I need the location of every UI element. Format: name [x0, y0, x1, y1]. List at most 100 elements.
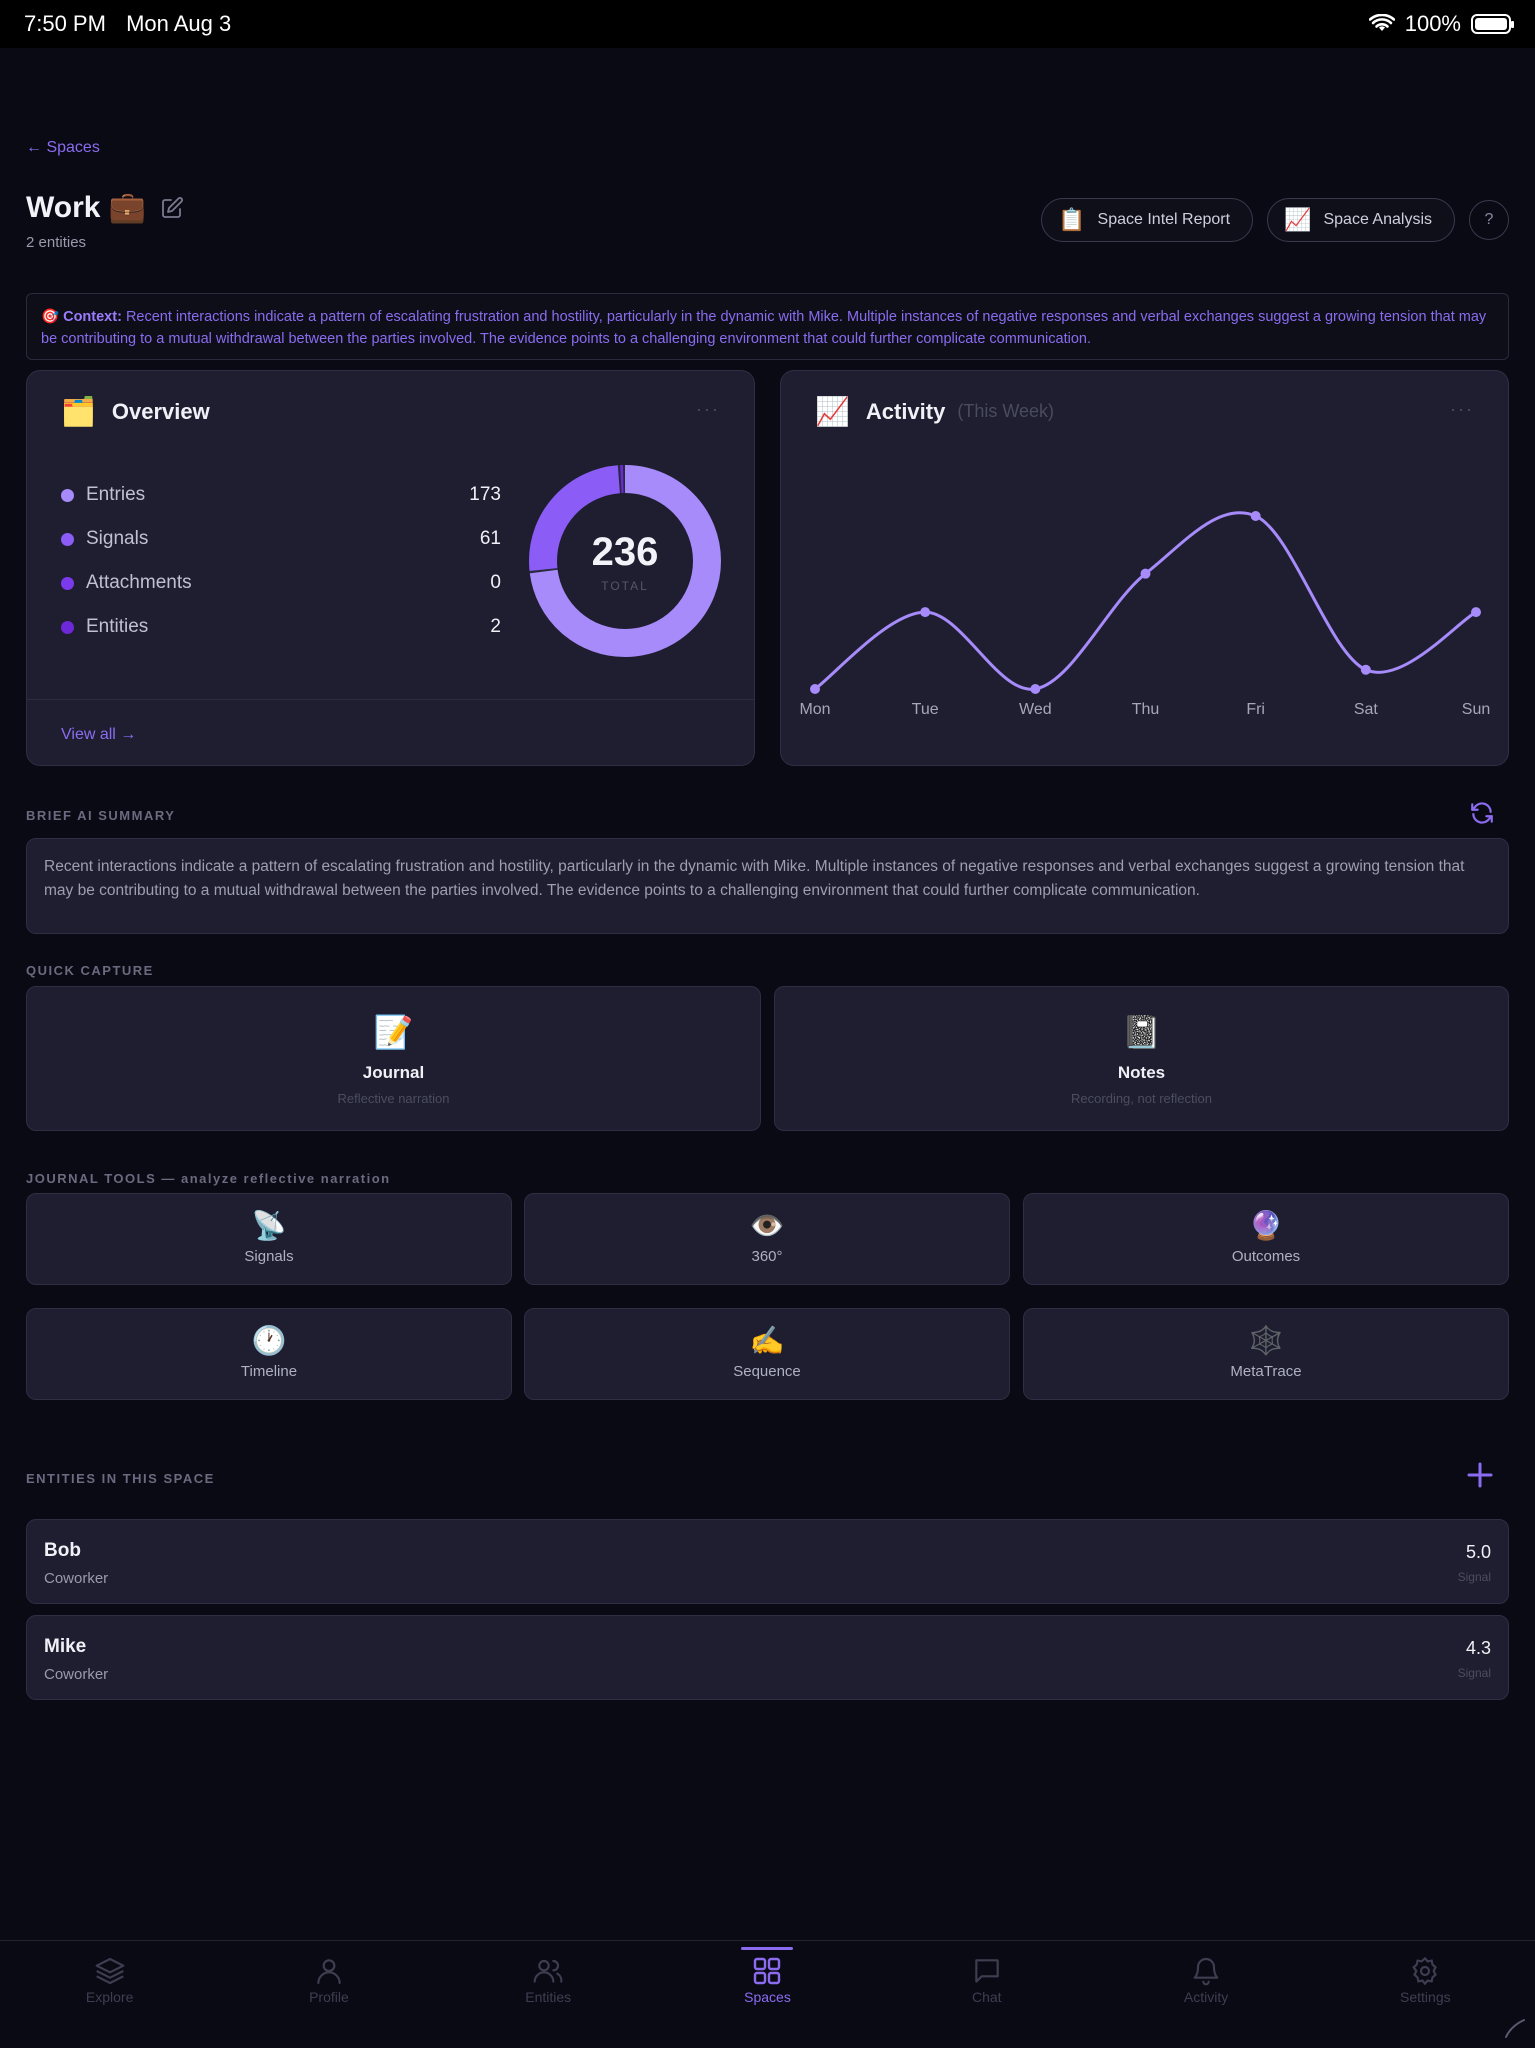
entity-score: 5.0 — [1465, 1542, 1491, 1562]
chat-icon — [975, 1959, 999, 1983]
button-label: Space Intel Report — [1097, 211, 1231, 228]
crystal-ball-icon: 🔮 — [1248, 1210, 1284, 1241]
capture-subtitle: Recording, not reflection — [1071, 1091, 1212, 1106]
tool-360[interactable]: 👁️ 360° — [524, 1193, 1010, 1285]
active-tab-indicator — [741, 1947, 794, 1950]
notes-capture-button[interactable]: 📓 Notes Recording, not reflection — [774, 986, 1509, 1131]
activity-point-mon — [810, 684, 820, 694]
tab-label: Explore — [85, 1989, 134, 2005]
activity-title: Activity — [865, 398, 946, 424]
tab-spaces[interactable]: Spaces — [658, 1941, 877, 2048]
space-analysis-button[interactable]: 📈 Space Analysis — [1267, 198, 1455, 242]
tab-label: Entities — [525, 1989, 572, 2005]
tab-label: Profile — [309, 1989, 349, 2005]
quick-capture-label: QUICK CAPTURE — [26, 963, 154, 978]
tab-activity[interactable]: Activity — [1096, 1941, 1315, 2048]
legend-dot — [61, 576, 74, 590]
battery-percent: 100% — [1404, 11, 1461, 36]
target-icon: 🎯 — [41, 309, 60, 325]
overview-label: Entries — [86, 484, 146, 505]
view-all-link[interactable]: View all → — [61, 726, 137, 743]
entity-score-label: Signal — [1457, 1570, 1491, 1584]
context-banner: 🎯 Context: Recent interactions indicate … — [26, 293, 1509, 360]
tab-settings[interactable]: Settings — [1316, 1941, 1535, 2048]
entity-role: Coworker — [44, 1570, 109, 1587]
tab-label: Activity — [1183, 1989, 1229, 2005]
overview-label: Attachments — [86, 572, 192, 593]
satellite-icon: 📡 — [251, 1210, 287, 1241]
activity-more-button[interactable]: ··· — [1450, 399, 1474, 419]
add-entity-icon[interactable] — [1465, 1460, 1495, 1490]
tool-sequence[interactable]: ✍️ Sequence — [524, 1308, 1010, 1400]
overview-row-signals: Signals 61 — [61, 517, 501, 561]
status-date: Mon Aug 3 — [126, 11, 232, 36]
overview-value: 0 — [490, 572, 501, 593]
entity-score: 4.3 — [1465, 1638, 1491, 1658]
journal-capture-button[interactable]: 📝 Journal Reflective narration — [26, 986, 761, 1131]
tool-outcomes[interactable]: 🔮 Outcomes — [1023, 1193, 1509, 1285]
tool-label: Sequence — [733, 1363, 801, 1380]
button-label: Space Analysis — [1323, 211, 1432, 228]
donut-caption: TOTAL — [601, 578, 649, 593]
overview-value: 2 — [490, 616, 501, 637]
divider — [27, 699, 754, 700]
refresh-icon[interactable] — [1469, 800, 1495, 826]
help-button[interactable]: ? — [1469, 200, 1509, 240]
entity-score-label: Signal — [1457, 1666, 1491, 1680]
entity-row-mike[interactable]: Mike Coworker 4.3 Signal — [26, 1615, 1509, 1700]
tab-label: Chat — [971, 1989, 1002, 2005]
tool-signals[interactable]: 📡 Signals — [26, 1193, 512, 1285]
tab-chat[interactable]: Chat — [877, 1941, 1096, 2048]
overview-card: 🗂️ Overview ··· Entries 173 Signals 61 A… — [26, 370, 755, 766]
donut-slice-signals — [529, 465, 721, 657]
tool-timeline[interactable]: 🕐 Timeline — [26, 1308, 512, 1400]
tool-label: Timeline — [240, 1363, 298, 1380]
tab-entities[interactable]: Entities — [439, 1941, 658, 2048]
overview-row-attachments: Attachments 0 — [61, 561, 501, 605]
activity-point-sun — [1471, 607, 1481, 618]
overview-row-entities: Entities 2 — [61, 605, 501, 649]
status-time: 7:50 PM — [24, 11, 106, 36]
clipboard-icon: 📋 — [1058, 207, 1086, 232]
tab-label: Settings — [1400, 1989, 1451, 2005]
x-tick-label: Fri — [1246, 701, 1265, 718]
activity-point-fri — [1250, 511, 1261, 521]
activity-point-sat — [1360, 664, 1371, 675]
wifi-icon — [1368, 14, 1395, 31]
edit-icon[interactable] — [160, 196, 184, 220]
memo-icon: 📝 — [373, 1014, 414, 1050]
activity-point-tue — [920, 607, 931, 618]
x-tick-label: Sun — [1462, 701, 1490, 718]
tab-profile[interactable]: Profile — [219, 1941, 438, 2048]
donut-center: 236 TOTAL — [529, 465, 721, 657]
donut-total: 236 — [591, 529, 659, 574]
web-icon: 🕸️ — [1248, 1325, 1284, 1356]
status-bar: 7:50 PM Mon Aug 3 100% — [0, 0, 1535, 48]
tool-metatrace[interactable]: 🕸️ MetaTrace — [1023, 1308, 1509, 1400]
tab-label: Spaces — [744, 1989, 791, 2005]
tab-explore[interactable]: Explore — [0, 1941, 219, 2048]
x-tick-label: Wed — [1019, 701, 1052, 718]
donut-slice-entries — [529, 465, 721, 657]
activity-chart: Mon Tue Wed Thu Fri Sat Sun — [799, 511, 1490, 718]
entity-row-bob[interactable]: Bob Coworker 5.0 Signal — [26, 1519, 1509, 1604]
bell-icon — [1193, 1958, 1219, 1986]
activity-subtitle: (This Week) — [957, 401, 1055, 421]
overview-more-button[interactable]: ··· — [696, 399, 720, 419]
entity-count: 2 entities — [26, 234, 87, 251]
people-icon — [533, 1959, 563, 1983]
clock-icon: 🕐 — [251, 1325, 287, 1356]
folder-icon: 🗂️ — [61, 396, 96, 427]
tool-label: Signals — [244, 1248, 294, 1265]
space-intel-report-button[interactable]: 📋 Space Intel Report — [1041, 198, 1254, 242]
overview-header: 🗂️ Overview — [61, 395, 210, 428]
back-link[interactable]: ← Spaces — [26, 139, 100, 156]
x-tick-label: Thu — [1132, 701, 1160, 718]
overview-title: Overview — [111, 398, 210, 424]
x-tick-label: Mon — [799, 701, 830, 718]
tool-label: Outcomes — [1231, 1248, 1301, 1265]
x-tick-label: Tue — [912, 701, 939, 718]
capture-title: Journal — [362, 1063, 425, 1082]
activity-line — [814, 511, 1477, 691]
activity-point-thu — [1140, 568, 1151, 579]
